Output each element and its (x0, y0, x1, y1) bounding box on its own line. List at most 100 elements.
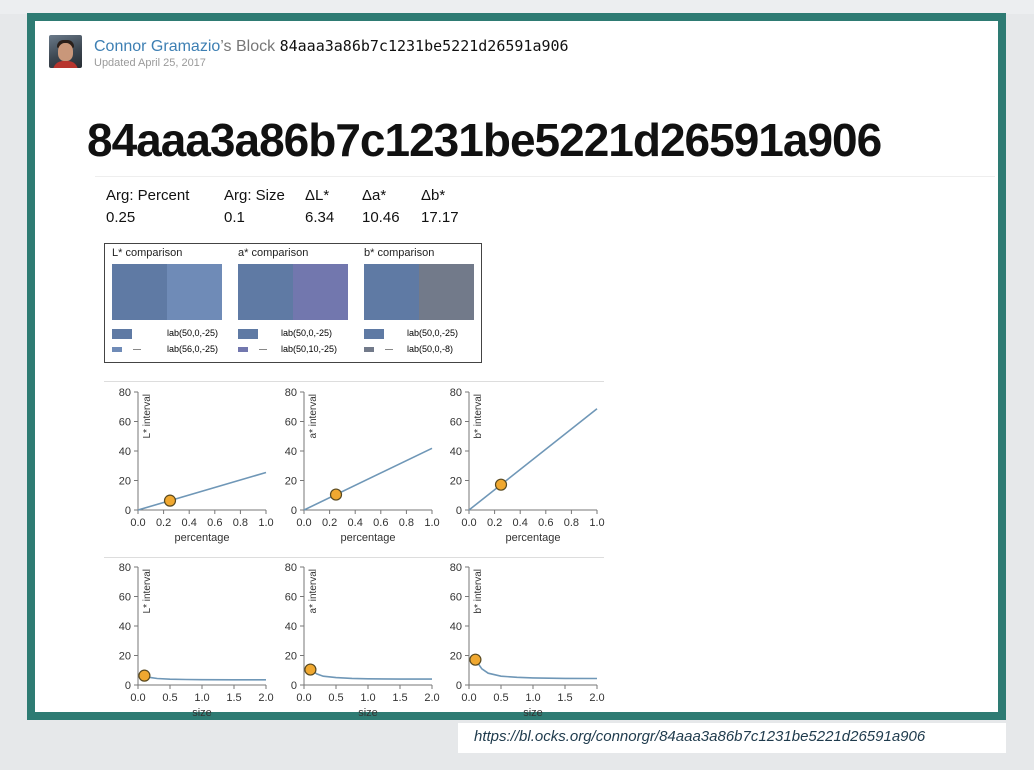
y-tick-label: 80 (450, 387, 462, 399)
b-legend-b (364, 344, 393, 354)
l-swatch-a (112, 264, 167, 320)
current-value-point (163, 494, 177, 507)
x-tick-label: 0.4 (348, 517, 363, 529)
delta-b-value: 17.17 (421, 209, 459, 226)
delta-a-label: Δa* (362, 187, 387, 204)
a-legend-a (238, 328, 258, 339)
comparison-panel: L* comparison lab(50,0,-25) lab(56,0,-25… (104, 243, 482, 363)
series-line (303, 447, 433, 511)
page-title: 84aaa3a86b7c1231be5221d26591a906 (87, 114, 882, 166)
l-label-b: lab(56,0,-25) (167, 344, 219, 354)
x-tick-label: 1.0 (194, 692, 209, 704)
a-percentage-chart: 0 20 40 60 80 0.0 0.2 0.4 0.6 0.8 1.0 percentage a* … (285, 387, 440, 544)
x-tick-label: 1.0 (258, 517, 273, 529)
y-tick-label: 40 (450, 446, 462, 458)
series-line (137, 471, 267, 511)
y-tick-label: 60 (450, 417, 462, 429)
series-line (474, 659, 598, 680)
x-tick-label: 0.6 (207, 517, 222, 529)
y-tick-label: 40 (285, 621, 297, 633)
y-axis-label: b* interval (473, 394, 484, 438)
y-tick-label: 0 (291, 680, 297, 692)
y-tick-label: 80 (450, 562, 462, 574)
delta-l-value: 6.34 (305, 209, 335, 226)
slide-background-top (0, 0, 1034, 14)
block-label: ’s Block (220, 38, 276, 55)
updated-date: Updated April 25, 2017 (94, 57, 206, 69)
y-axis-label: b* interval (473, 569, 484, 613)
x-tick-label: 0.8 (399, 517, 414, 529)
x-tick-label: 2.0 (589, 692, 604, 704)
arg-percent-value: 0.25 (106, 209, 136, 226)
screen-frame: Connor Gramazio’s Block 84aaa3a86b7c1231… (27, 13, 1006, 720)
x-tick-label: 0.5 (162, 692, 177, 704)
b-legend-swatch-a (364, 328, 384, 339)
l-legend-line (132, 349, 141, 351)
x-tick-label: 2.0 (258, 692, 273, 704)
y-tick-label: 20 (285, 651, 297, 663)
x-tick-label: 1.0 (360, 692, 375, 704)
l-swatch-b (167, 264, 222, 320)
b-comparison: b* comparison lab(50,0,-25) lab(50,0,-8) (357, 244, 477, 362)
y-axis-label: L* interval (142, 394, 153, 438)
current-value-point (304, 663, 317, 676)
x-axis-label: percentage (174, 532, 229, 544)
series-line (144, 674, 266, 681)
arg-percent-label: Arg: Percent (106, 187, 190, 204)
block-id: 84aaa3a86b7c1231be5221d26591a906 (279, 37, 569, 55)
y-tick-label: 80 (285, 387, 297, 399)
source-url[interactable]: https://bl.ocks.org/connorgr/84aaa3a86b7… (474, 728, 926, 745)
a-label-b: lab(50,10,-25) (281, 344, 338, 354)
x-tick-label: 0.5 (493, 692, 508, 704)
arg-size-label: Arg: Size (224, 187, 285, 204)
x-tick-label: 0.0 (130, 692, 145, 704)
current-value-point (494, 478, 508, 491)
a-label-a: lab(50,0,-25) (281, 328, 333, 338)
series-line (468, 408, 598, 511)
current-value-point (469, 653, 482, 666)
x-tick-label: 0.4 (513, 517, 528, 529)
b-swatch-a (364, 264, 419, 320)
y-tick-label: 20 (119, 651, 131, 663)
b-label-b: lab(50,0,-8) (407, 344, 454, 354)
y-tick-label: 60 (285, 592, 297, 604)
y-tick-label: 0 (456, 505, 462, 517)
y-axis-label: a* interval (308, 569, 319, 613)
x-tick-label: 1.0 (424, 517, 439, 529)
delta-b-label: Δb* (421, 187, 446, 204)
x-axis-label: percentage (505, 532, 560, 544)
avatar[interactable] (49, 35, 82, 68)
l-legend-a (112, 328, 132, 339)
a-legend-swatch-b (238, 347, 248, 353)
b-size-chart: 0 20 40 60 80 0.0 0.5 1.0 1.5 2.0 size b* interval (450, 562, 605, 719)
y-tick-label: 20 (450, 476, 462, 488)
x-tick-label: 0.0 (296, 517, 311, 529)
a-legend-swatch-a (238, 328, 258, 339)
y-tick-label: 0 (291, 505, 297, 517)
b-swatch-b (419, 264, 474, 320)
avatar-shirt (53, 61, 78, 68)
b-label-a: lab(50,0,-25) (407, 328, 459, 338)
y-tick-label: 80 (119, 562, 131, 574)
y-tick-label: 60 (119, 592, 131, 604)
b-legend-line (384, 349, 393, 351)
b-legend-swatch-b (364, 347, 374, 353)
l-size-chart: 0 20 40 60 80 0.0 0.5 1.0 1.5 2.0 size L* interval (119, 562, 274, 719)
x-tick-label: 1.5 (557, 692, 572, 704)
y-tick-label: 40 (119, 621, 131, 633)
author-link[interactable]: Connor Gramazio (94, 38, 221, 55)
y-tick-label: 0 (125, 505, 131, 517)
current-value-point (329, 488, 343, 501)
y-axis-label: a* interval (308, 394, 319, 438)
b-comparison-title: b* comparison (364, 247, 435, 259)
x-axis-label: size (523, 707, 543, 719)
a-swatch-b (293, 264, 348, 320)
x-axis-label: percentage (340, 532, 395, 544)
l-comparison-title: L* comparison (112, 247, 183, 259)
x-tick-label: 0.8 (233, 517, 248, 529)
y-tick-label: 40 (450, 621, 462, 633)
x-axis-label: size (192, 707, 212, 719)
x-tick-label: 1.0 (525, 692, 540, 704)
y-tick-label: 60 (285, 417, 297, 429)
a-legend-line (258, 349, 267, 351)
